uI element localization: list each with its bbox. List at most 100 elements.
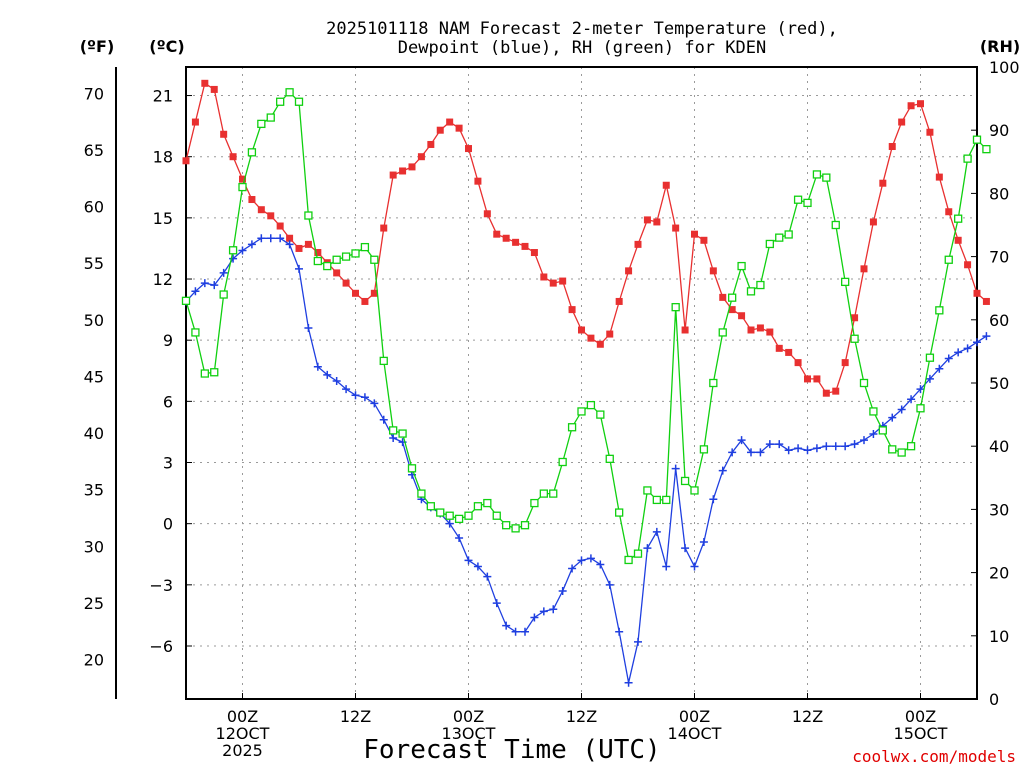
temperature-point — [643, 216, 651, 224]
series-rh — [181, 88, 991, 565]
rh-point — [935, 306, 944, 315]
rh-tick-label: 40 — [989, 437, 1009, 456]
temperature-point — [719, 293, 727, 301]
rh-point — [426, 502, 435, 511]
fahrenheit-tick-label: 60 — [84, 198, 104, 217]
dewpoint-point — [483, 572, 492, 581]
temperature-point — [973, 289, 981, 297]
rh-point — [897, 448, 906, 457]
temperature-point — [521, 242, 529, 250]
dewpoint-point — [765, 440, 774, 449]
temperature-line — [185, 82, 987, 394]
temperature-point — [672, 224, 680, 232]
rh-tick-label: 0 — [989, 690, 999, 709]
rh-point — [238, 182, 247, 192]
dewpoint-point — [464, 556, 473, 565]
rh-point — [831, 220, 840, 230]
rh-unit-label: (RH) — [980, 37, 1020, 56]
temperature-point — [794, 359, 802, 367]
dewpoint-point — [935, 364, 944, 373]
dewpoint-point — [681, 544, 690, 553]
temperature-point — [408, 163, 416, 171]
temperature-point — [455, 124, 463, 132]
chart-title-line-2: Dewpoint (blue), RH (green) for KDEN — [398, 38, 766, 58]
temperature-point — [342, 279, 350, 287]
dewpoint-point — [586, 554, 595, 563]
fahrenheit-tick-label: 45 — [84, 367, 104, 386]
rh-point — [464, 511, 473, 520]
dewpoint-point — [963, 344, 972, 353]
dewpoint-point — [200, 279, 209, 288]
rh-point — [652, 495, 661, 505]
temperature-point — [483, 210, 491, 218]
temperature-point — [201, 79, 209, 87]
dewpoint-point — [389, 434, 398, 443]
dewpoint-point — [841, 442, 850, 451]
dewpoint-point — [332, 376, 341, 385]
rh-point — [859, 378, 869, 388]
dewpoint-point — [568, 564, 577, 573]
rh-point — [803, 198, 812, 208]
rh-point — [878, 426, 887, 435]
x-tick-label: 12Z — [566, 707, 597, 726]
x-tick-label: 00Z — [453, 707, 484, 726]
temperature-point — [709, 267, 717, 275]
rh-point — [982, 145, 991, 154]
rh-point — [728, 293, 737, 302]
rh-point — [671, 303, 680, 312]
dewpoint-point — [229, 254, 238, 263]
dewpoint-point — [897, 405, 906, 414]
dewpoint-point — [473, 562, 482, 571]
dewpoint-point — [718, 466, 727, 475]
dewpoint-point — [803, 446, 812, 455]
dewpoint-point — [257, 234, 266, 243]
temperature-point — [813, 375, 821, 383]
rh-point — [247, 148, 257, 157]
rh-point — [746, 287, 756, 296]
rh-tick-label: 30 — [989, 500, 1009, 519]
rh-point — [869, 407, 878, 416]
fahrenheit-tick-label: 35 — [84, 481, 104, 500]
celsius-tick-label: 18 — [153, 148, 173, 167]
dewpoint-point — [539, 607, 548, 616]
dewpoint-point — [596, 560, 605, 569]
temperature-point — [841, 359, 849, 367]
celsius-unit-label: (ºC) — [149, 37, 184, 56]
rh-point — [586, 400, 596, 410]
series-temperature — [182, 79, 990, 397]
dewpoint-point — [671, 464, 680, 473]
temperature-point — [568, 306, 576, 314]
rh-point — [539, 489, 548, 498]
dewpoint-point — [455, 533, 464, 542]
celsius-tick-label: 12 — [153, 270, 173, 289]
temperature-point — [267, 212, 275, 220]
dewpoint-point — [747, 448, 755, 457]
dewpoint-point — [521, 627, 529, 636]
dewpoint-point — [822, 442, 831, 451]
rh-point — [690, 486, 699, 495]
dewpoint-point — [191, 287, 200, 296]
rh-point — [888, 445, 897, 454]
fahrenheit-tick-label: 65 — [84, 141, 104, 160]
rh-point — [530, 498, 539, 508]
dewpoint-point — [982, 332, 991, 341]
temperature-point — [634, 240, 642, 248]
x-tick-label: 14OCT — [668, 724, 722, 743]
series — [181, 79, 991, 687]
rh-point — [473, 502, 483, 511]
dewpoint-point — [925, 374, 934, 383]
dewpoint-point — [850, 440, 859, 449]
rh-point — [304, 211, 313, 220]
rh-point — [502, 521, 511, 530]
temperature-point — [681, 326, 689, 334]
temperature-point — [530, 249, 538, 257]
rh-point — [407, 464, 417, 473]
dewpoint-point — [699, 538, 708, 547]
temperature-point — [954, 236, 962, 244]
temperature-point — [606, 330, 614, 338]
dewpoint-point — [219, 268, 228, 277]
credit-label: coolwx.com/models — [852, 747, 1016, 766]
dewpoint-point — [652, 527, 661, 536]
dewpoint-point — [210, 281, 219, 290]
rh-point — [313, 256, 322, 266]
